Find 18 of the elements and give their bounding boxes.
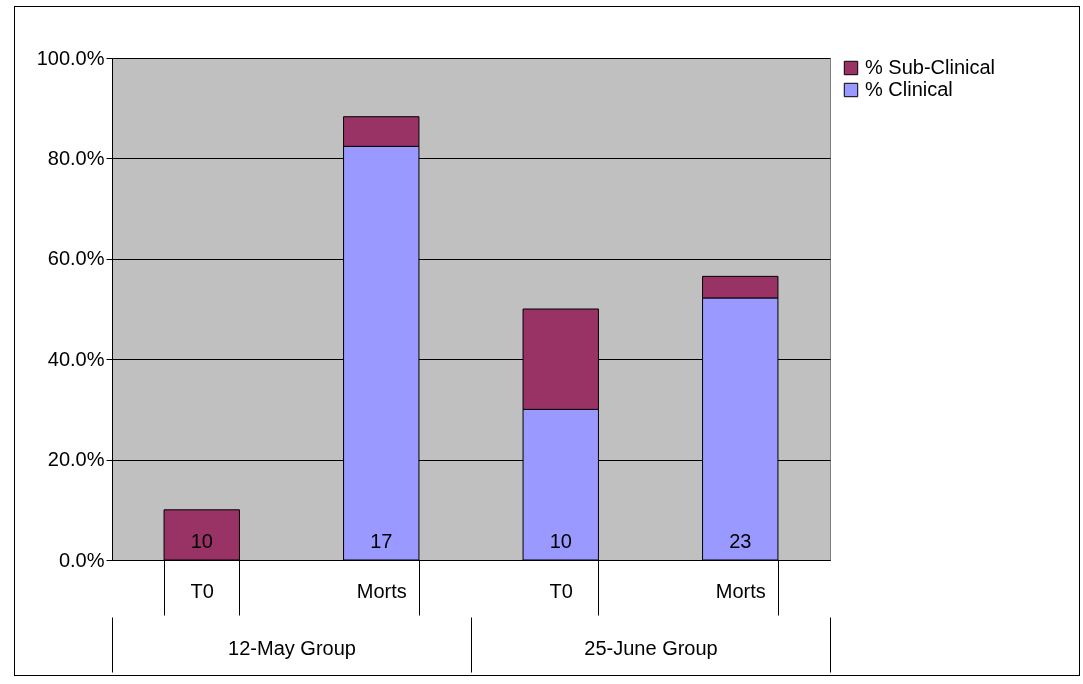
y-tick-label: 80.0% xyxy=(47,146,105,169)
x-tick-label: Morts xyxy=(356,579,407,602)
y-tick-label: 0.0% xyxy=(58,548,105,571)
annotation: 17 xyxy=(370,530,393,552)
annotation: 10 xyxy=(190,530,213,552)
y-tick-label: 40.0% xyxy=(47,347,105,370)
x-tick-label: T0 xyxy=(549,579,573,602)
x-tick-label: T0 xyxy=(190,579,214,602)
legend-label: % Clinical xyxy=(865,78,953,100)
text: 12-May Group xyxy=(228,636,356,659)
y-tick-label: 100.0% xyxy=(36,46,105,69)
text: 25-June Group xyxy=(584,636,718,659)
annotation: 10 xyxy=(549,530,572,552)
x-tick-label: Morts xyxy=(715,579,766,602)
y-tick-label: 60.0% xyxy=(47,247,105,270)
y-tick-label: 20.0% xyxy=(47,448,105,471)
legend-label: % Sub-Clinical xyxy=(865,56,996,78)
annotation: 23 xyxy=(729,530,752,552)
